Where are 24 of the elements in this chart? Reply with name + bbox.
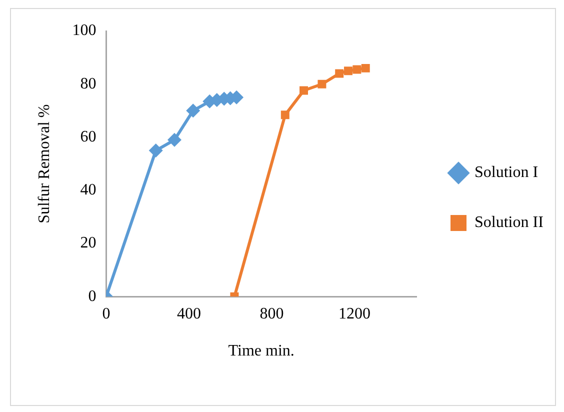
y-tick-label: 0 [88, 288, 96, 305]
x-tick-label: 0 [102, 305, 110, 322]
x-tick-label: 1200 [338, 305, 370, 322]
point [280, 110, 290, 120]
y-tick-label: 60 [80, 128, 96, 146]
point [318, 80, 326, 88]
y-tick-label: 20 [80, 234, 96, 252]
point [361, 64, 370, 72]
x-axis-title: Time min. [228, 342, 294, 360]
x-tick-label: 400 [176, 305, 201, 322]
point [148, 144, 163, 158]
point [300, 86, 308, 95]
legend-label: Solution II [474, 214, 544, 232]
x-tick-label: 800 [260, 305, 284, 322]
legend-label: Solution I [474, 164, 538, 182]
y-tick-label: 80 [80, 75, 96, 92]
point [186, 104, 200, 118]
y-tick-label: 100 [72, 22, 96, 40]
point [344, 66, 352, 76]
point [167, 132, 182, 147]
y-axis-title: Sulfur Removal % [36, 104, 53, 224]
point [335, 69, 344, 78]
y-tick-label: 40 [80, 182, 96, 199]
point [352, 65, 362, 74]
